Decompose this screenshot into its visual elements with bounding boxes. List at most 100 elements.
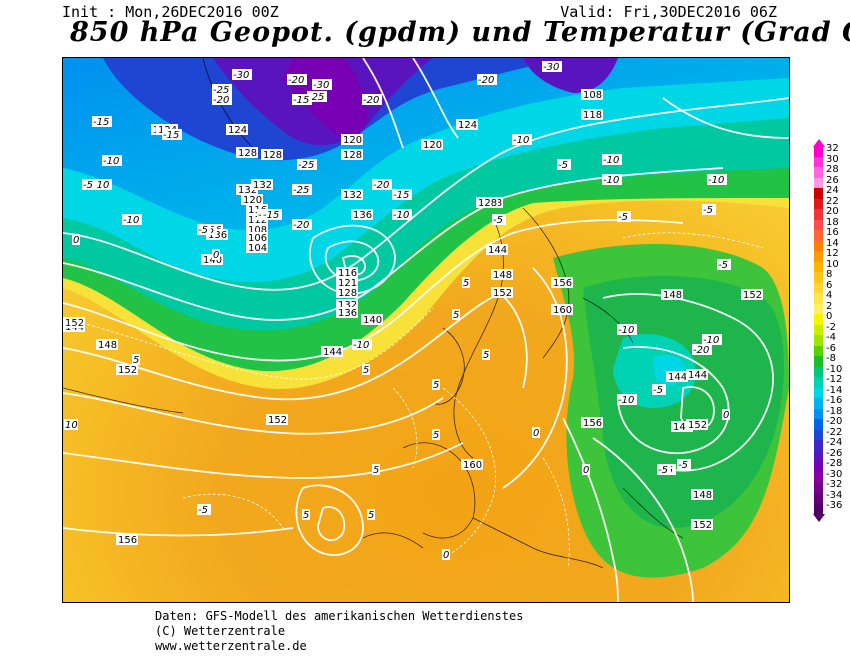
temperature-label: 0 bbox=[582, 464, 590, 476]
legend-swatch bbox=[814, 209, 823, 221]
temperature-label: -30 bbox=[232, 69, 252, 81]
svg-text:-25: -25 bbox=[293, 185, 309, 196]
svg-text:0: 0 bbox=[583, 465, 589, 476]
temperature-label: -5 bbox=[197, 504, 211, 516]
svg-text:-10: -10 bbox=[603, 155, 619, 166]
geopotential-label: 128 bbox=[476, 197, 498, 209]
svg-text:148: 148 bbox=[493, 270, 512, 281]
svg-text:-5: -5 bbox=[718, 260, 728, 271]
geopotential-label: 160 bbox=[461, 459, 483, 471]
weather-map[interactable]: 1241241281321361401441481521521561201161… bbox=[62, 57, 790, 603]
temperature-label: -20 bbox=[372, 179, 392, 191]
svg-text:5: 5 bbox=[483, 350, 489, 361]
legend-label: -2 bbox=[826, 321, 836, 333]
svg-text:-5: -5 bbox=[678, 460, 688, 471]
svg-text:-15: -15 bbox=[163, 130, 179, 141]
legend-swatch bbox=[814, 282, 823, 294]
geopotential-label: 124 bbox=[226, 124, 248, 136]
svg-text:128: 128 bbox=[263, 150, 282, 161]
temperature-label: -10 bbox=[707, 174, 727, 186]
temperature-label: 0 bbox=[72, 234, 80, 246]
temperature-label: -30 bbox=[542, 61, 562, 73]
svg-text:-10: -10 bbox=[703, 335, 719, 346]
svg-text:-10: -10 bbox=[708, 175, 724, 186]
legend-swatch bbox=[814, 324, 823, 336]
svg-text:136: 136 bbox=[208, 230, 227, 241]
temperature-label: 0 bbox=[212, 249, 220, 261]
legend-label: 16 bbox=[826, 227, 839, 239]
svg-text:104: 104 bbox=[248, 243, 267, 254]
svg-text:108: 108 bbox=[583, 90, 602, 101]
legend-swatch bbox=[814, 219, 823, 231]
svg-text:-10: -10 bbox=[513, 135, 529, 146]
geopotential-label: 144 bbox=[486, 244, 508, 256]
legend-swatch bbox=[814, 303, 823, 315]
geopotential-label: 152 bbox=[741, 289, 763, 301]
credits-url: www.wetterzentrale.de bbox=[155, 639, 307, 653]
svg-text:128: 128 bbox=[238, 148, 257, 159]
svg-text:108: 108 bbox=[248, 225, 267, 236]
temperature-label: 5 bbox=[462, 277, 470, 289]
legend-swatch bbox=[814, 419, 823, 431]
svg-text:160: 160 bbox=[463, 460, 482, 471]
svg-text:-30: -30 bbox=[313, 80, 329, 91]
svg-text:120: 120 bbox=[343, 135, 362, 146]
svg-text:0: 0 bbox=[723, 410, 729, 421]
geopotential-label: 140 bbox=[671, 421, 693, 433]
geopotential-label: 156 bbox=[551, 277, 573, 289]
geopotential-label: 160 bbox=[551, 304, 573, 316]
legend-label: -10 bbox=[826, 363, 843, 375]
svg-text:120: 120 bbox=[243, 195, 262, 206]
legend-label: -34 bbox=[826, 489, 843, 501]
temperature-label: -10 bbox=[617, 324, 637, 336]
temperature-label: -10 bbox=[512, 134, 532, 146]
legend-label: -22 bbox=[826, 426, 843, 438]
temperature-label: -5 bbox=[657, 464, 671, 476]
svg-text:-10: -10 bbox=[603, 175, 619, 186]
legend-label: 22 bbox=[826, 195, 839, 207]
svg-text:0: 0 bbox=[213, 250, 219, 261]
legend-label: -30 bbox=[826, 468, 843, 480]
svg-text:120: 120 bbox=[423, 140, 442, 151]
legend-swatch bbox=[814, 261, 823, 273]
svg-text:5: 5 bbox=[433, 430, 439, 441]
svg-text:0: 0 bbox=[443, 550, 449, 561]
temperature-label: -20 bbox=[362, 94, 382, 106]
temperature-label: -10 bbox=[92, 179, 112, 191]
temperature-label: -20 bbox=[212, 94, 232, 106]
legend-swatch bbox=[814, 366, 823, 378]
legend-label: -32 bbox=[826, 479, 843, 491]
temperature-label: -15 bbox=[392, 189, 412, 201]
temperature-label: 0 bbox=[532, 427, 540, 439]
geopotential-label: 156 bbox=[581, 417, 603, 429]
svg-text:-20: -20 bbox=[293, 220, 309, 231]
legend-label: -4 bbox=[826, 332, 836, 344]
temperature-label: -30 bbox=[312, 79, 332, 91]
legend-label: 30 bbox=[826, 153, 839, 165]
legend-label: -18 bbox=[826, 405, 843, 417]
geopotential-label: 132 bbox=[251, 179, 273, 191]
temperature-label: -5 bbox=[677, 459, 691, 471]
svg-text:-10: -10 bbox=[103, 156, 119, 167]
svg-text:-10: -10 bbox=[618, 395, 634, 406]
geopotential-label: 144 bbox=[321, 346, 343, 358]
legend-label: -12 bbox=[826, 374, 843, 386]
svg-text:152: 152 bbox=[118, 365, 137, 376]
legend-swatch bbox=[814, 356, 823, 368]
legend-label: -26 bbox=[826, 447, 843, 459]
geopotential-label: 132 bbox=[236, 184, 258, 196]
svg-text:160: 160 bbox=[553, 305, 572, 316]
temperature-label: -10 bbox=[392, 209, 412, 221]
temperature-label: -25 bbox=[307, 91, 327, 103]
temperature-label: 5 bbox=[362, 364, 370, 376]
svg-text:-20: -20 bbox=[288, 75, 304, 86]
geopotential-label: 118 bbox=[581, 109, 603, 121]
legend-label: 4 bbox=[826, 290, 833, 302]
svg-text:152: 152 bbox=[65, 318, 84, 329]
svg-text:-25: -25 bbox=[308, 92, 324, 103]
svg-text:-30: -30 bbox=[233, 70, 249, 81]
svg-text:-5: -5 bbox=[653, 385, 663, 396]
temperature-label: -5 bbox=[82, 179, 96, 191]
geopotential-label: 148 bbox=[691, 489, 713, 501]
svg-text:-5: -5 bbox=[493, 215, 503, 226]
